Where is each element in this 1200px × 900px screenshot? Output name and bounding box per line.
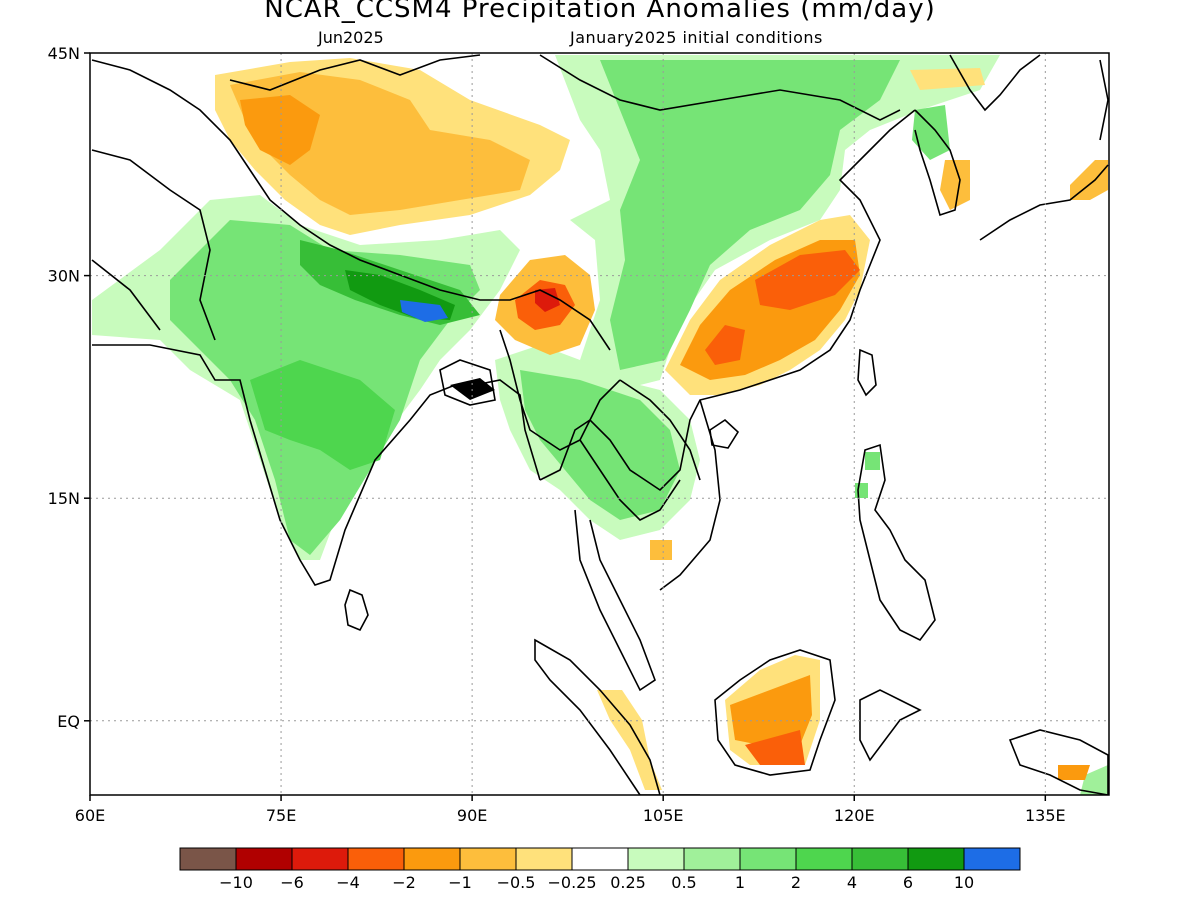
colorbar-swatch [795,847,853,871]
dry-region-central-asia-moderate [240,95,320,165]
lat-tick-label: EQ [57,712,80,731]
coastline-korea [914,109,961,217]
colorbar-swatch [235,847,293,871]
coastline-russia-north [949,54,1041,112]
latitude-labels: 45N 30N 15N EQ [48,44,90,731]
border-central-asia [91,59,611,351]
coastline-japan [979,59,1109,241]
wet-region-indochina-core [520,370,680,520]
coastline-sumatra [534,638,661,795]
lon-tick-label: 90E [457,806,487,825]
dry-region-cambodia [650,540,672,560]
grid-lines [90,53,1109,795]
colorbar-label: 10 [954,873,974,892]
colorbar-swatch [403,847,461,871]
colorbar-swatch [571,847,629,871]
lat-tick-label: 45N [48,44,80,63]
colorbar-label: 6 [903,873,913,892]
dry-region-korea-south [940,160,970,210]
colorbar-swatch [907,847,965,871]
lat-tick-label: 30N [48,267,80,286]
colorbar-label: −0.5 [497,873,536,892]
map-frame [89,52,1110,796]
dry-region-tibet-east-peak [535,288,560,312]
colorbar-swatch [347,847,405,871]
colorbar-swatch [627,847,685,871]
colorbar-label: −1 [448,873,472,892]
coastline-taiwan [857,348,877,397]
wet-region-india-strong [250,360,395,470]
border-afghanistan [91,149,216,341]
colorbar-label: 0.5 [671,873,696,892]
lon-tick-label: 105E [643,806,684,825]
dry-region-south-china-strong [705,325,745,365]
coastline-borneo [714,649,836,776]
longitude-labels: 60E 75E 90E 105E 120E 135E [75,795,1066,825]
dry-region-japan [1070,160,1108,200]
lon-tick-label: 60E [75,806,105,825]
map-title: NCAR_CCSM4 Precipitation Anomalies (mm/d… [264,0,936,24]
wet-region-luzon [855,483,868,498]
border-iran [91,259,161,331]
wet-region-png [1080,765,1108,795]
coastline-sri-lanka [344,588,369,632]
border-china-mongolia [229,54,901,121]
lon-tick-label: 75E [266,806,296,825]
dry-region-sumatra [597,690,662,790]
colorbar: −10 −6 −4 −2 −1 −0.5 −0.25 0.25 0.5 1 2 4 6 10 [179,847,1021,892]
colorbar-swatch [515,847,573,871]
wet-region-china-north-core [600,60,900,370]
colorbar-label: −10 [219,873,253,892]
coastline-malay-peninsula [574,509,656,692]
border-myanmar [499,329,621,451]
wet-region-korea [912,105,950,160]
lat-tick-label: 15N [48,489,80,508]
colorbar-label: 1 [735,873,745,892]
coastline-philippines [857,443,936,642]
border-laos-vietnam [619,379,701,481]
colorbar-swatch [851,847,909,871]
border-bangladesh [439,359,496,406]
colorbar-label: −4 [336,873,360,892]
dry-region-yangtze-strong [755,250,860,310]
coastlines [91,54,1109,795]
dry-region-borneo-core [730,675,812,745]
coastline-sulawesi [859,689,922,762]
wet-region-nepal-extreme [400,300,448,322]
colorbar-label: 2 [791,873,801,892]
initial-conditions-label: January2025 initial conditions [570,28,823,47]
coastline-indochina [539,109,916,492]
coastline-hainan [709,418,740,449]
colorbar-label: 4 [847,873,857,892]
colorbar-label: −6 [280,873,304,892]
lon-tick-label: 135E [1025,806,1066,825]
colorbar-swatch [963,847,1021,871]
colorbar-label: 0.25 [610,873,646,892]
dry-region-new-guinea [1058,765,1090,780]
coastline-vietnam-south [659,399,721,591]
colorbar-swatch [459,847,517,871]
colorbar-swatch [739,847,797,871]
lon-tick-label: 120E [834,806,875,825]
coastline-new-guinea [1008,729,1109,795]
forecast-month-label: Jun2025 [318,28,384,47]
anomaly-field [92,55,1108,795]
colorbar-label: −0.25 [547,873,596,892]
colorbar-swatch [683,847,741,871]
dry-region-borneo-strong [745,730,805,765]
colorbar-label: −2 [392,873,416,892]
colorbar-swatch [179,847,237,871]
wet-region-philippines [865,452,880,470]
colorbar-swatch [291,847,349,871]
